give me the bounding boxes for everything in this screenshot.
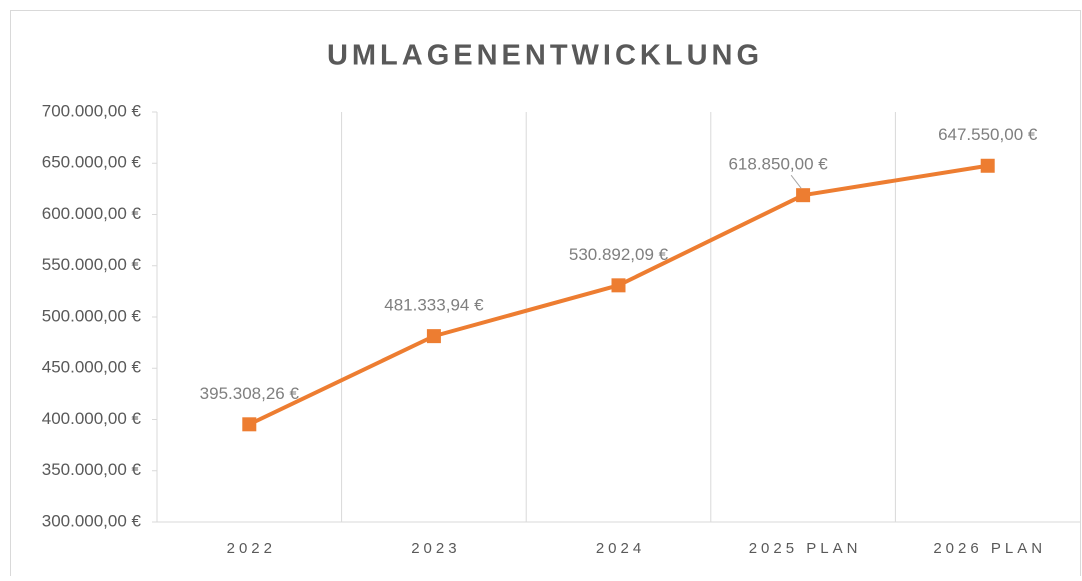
data-label: 618.850,00 € [728, 155, 828, 174]
y-tick-label: 700.000,00 € [42, 101, 142, 120]
marker [796, 188, 811, 203]
y-tick-label: 300.000,00 € [42, 511, 142, 530]
x-tick-label: 2022 [227, 540, 276, 557]
x-tick-label: 2026 PLAN [933, 540, 1046, 557]
y-tick-label: 600.000,00 € [42, 204, 142, 223]
y-tick-label: 650.000,00 € [42, 153, 142, 172]
data-label: 530.892,09 € [569, 245, 669, 264]
chart-border [10, 10, 1081, 581]
marker [242, 417, 257, 432]
marker [426, 329, 441, 344]
chart-title: UMLAGENENTWICKLUNG [327, 40, 763, 72]
y-tick-label: 500.000,00 € [42, 306, 142, 325]
data-label: 395.308,26 € [200, 384, 300, 403]
y-tick-label: 400.000,00 € [42, 409, 142, 428]
x-tick-label: 2024 [596, 540, 645, 557]
x-tick-label: 2023 [411, 540, 460, 557]
marker [611, 278, 626, 293]
data-label: 481.333,94 € [384, 296, 484, 315]
y-tick-label: 350.000,00 € [42, 460, 142, 479]
x-tick-label: 2025 PLAN [749, 540, 862, 557]
data-label: 647.550,00 € [938, 125, 1038, 144]
y-tick-label: 450.000,00 € [42, 358, 142, 377]
y-tick-label: 550.000,00 € [42, 255, 142, 274]
leader-line [790, 174, 802, 189]
marker [980, 158, 995, 173]
